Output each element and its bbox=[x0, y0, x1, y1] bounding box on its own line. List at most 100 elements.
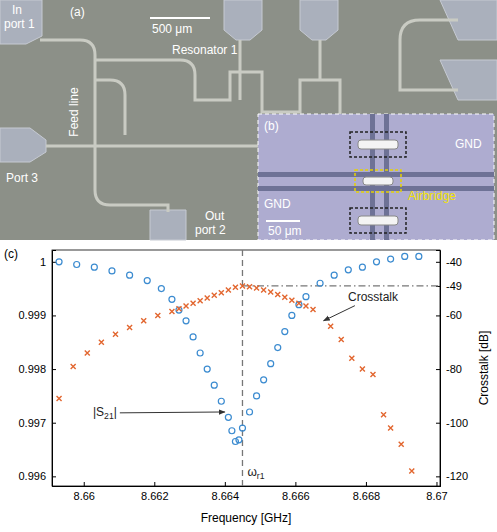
airbridge bbox=[363, 177, 393, 185]
data-point bbox=[218, 398, 224, 404]
inset-background bbox=[258, 114, 494, 240]
scale-bar bbox=[266, 220, 300, 222]
data-point bbox=[240, 283, 245, 288]
panel-label: (b) bbox=[264, 119, 279, 133]
y-axis: 0.996 0.997 0.998 0.999 1 bbox=[18, 251, 56, 487]
port-label: port 2 bbox=[195, 223, 226, 237]
tick: 0.997 bbox=[18, 417, 56, 429]
tick: 8.666 bbox=[282, 482, 310, 502]
data-point bbox=[409, 468, 414, 473]
data-point bbox=[74, 261, 80, 267]
data-point bbox=[296, 302, 302, 308]
micrograph-background bbox=[0, 0, 497, 240]
data-point bbox=[233, 285, 238, 290]
data-point bbox=[254, 393, 260, 399]
port-label: port 1 bbox=[4, 17, 35, 31]
data-point bbox=[226, 287, 231, 292]
plot-frame bbox=[52, 250, 440, 486]
tick: 8.66 bbox=[74, 482, 95, 502]
data-point bbox=[416, 253, 422, 259]
data-point bbox=[141, 318, 146, 323]
cpw-line bbox=[240, 20, 458, 100]
tick: -40 bbox=[436, 256, 462, 268]
data-point bbox=[331, 272, 337, 278]
data-point bbox=[296, 301, 301, 306]
data-point bbox=[381, 412, 386, 417]
data-point bbox=[289, 298, 294, 303]
series bbox=[57, 283, 415, 473]
tick-mark bbox=[52, 315, 56, 316]
inset: (b)GNDGNDAirbridge50 μm bbox=[258, 114, 494, 240]
tick: 0.996 bbox=[18, 470, 56, 482]
tick: 0.999 bbox=[18, 309, 56, 321]
tick-mark bbox=[52, 262, 56, 263]
data-point bbox=[328, 324, 333, 329]
data-point bbox=[239, 425, 245, 431]
tick-mark bbox=[52, 423, 56, 424]
data-point bbox=[204, 366, 210, 372]
data-point bbox=[219, 290, 224, 295]
data-point bbox=[211, 382, 217, 388]
highlight-box bbox=[350, 132, 406, 157]
x-axis-line bbox=[53, 482, 441, 487]
data-point bbox=[359, 264, 365, 270]
tick: 0.998 bbox=[18, 363, 56, 375]
scale-bar-label: 500 μm bbox=[152, 22, 192, 36]
port-label: Out bbox=[205, 209, 225, 223]
tick-label: 8.666 bbox=[282, 490, 310, 502]
tick-label: -40 bbox=[446, 256, 462, 268]
data-point bbox=[236, 437, 242, 443]
tick-label: 8.662 bbox=[141, 490, 169, 502]
cpw-gap bbox=[258, 186, 494, 191]
resonance-label: ωr1 bbox=[247, 465, 264, 481]
data-point bbox=[345, 267, 351, 273]
data-point bbox=[205, 296, 210, 301]
data-point bbox=[282, 295, 287, 300]
cpw-gap bbox=[258, 172, 494, 177]
bond-pad bbox=[300, 0, 338, 40]
data-point bbox=[169, 296, 175, 302]
data-point bbox=[268, 290, 273, 295]
data-point bbox=[190, 334, 196, 340]
tick: 8.662 bbox=[141, 482, 169, 502]
tick: -49 bbox=[436, 280, 462, 292]
chart: 8.668.6628.6648.6668.6688.670.9960.9970.… bbox=[4, 247, 491, 525]
scale-bar-label: 50 μm bbox=[268, 224, 302, 238]
annotation: Crosstalk bbox=[348, 290, 399, 304]
data-point bbox=[289, 312, 295, 318]
airbridge bbox=[358, 140, 398, 149]
data-point bbox=[197, 350, 203, 356]
tick: 8.67 bbox=[426, 482, 447, 502]
panel-label: (c) bbox=[4, 247, 18, 261]
tick-label: 8.668 bbox=[353, 490, 381, 502]
tick-label: 1 bbox=[40, 256, 46, 268]
data-point bbox=[127, 272, 133, 278]
y-axis-line bbox=[53, 251, 57, 487]
highlight-box bbox=[350, 208, 406, 233]
data-point bbox=[144, 278, 150, 284]
y2-axis: -40-49-60-80-100-120 bbox=[436, 251, 468, 487]
x-axis: 8.668.6628.6648.6668.6688.67 bbox=[53, 482, 448, 502]
tick-mark bbox=[436, 369, 440, 370]
data-point bbox=[176, 306, 181, 311]
tick-label: 0.998 bbox=[18, 363, 46, 375]
bond-pad bbox=[440, 60, 497, 100]
airbridge bbox=[358, 216, 398, 225]
port-label: In bbox=[12, 3, 22, 17]
data-point bbox=[198, 298, 203, 303]
series bbox=[56, 253, 422, 444]
tick-mark bbox=[84, 482, 85, 486]
data-point bbox=[127, 325, 132, 330]
resonator-label: Resonator 1 bbox=[172, 43, 238, 57]
data-point bbox=[370, 372, 375, 377]
data-point bbox=[311, 307, 316, 312]
bond-pad bbox=[0, 128, 46, 162]
data-point bbox=[176, 307, 182, 313]
tick-mark bbox=[154, 482, 155, 486]
data-point bbox=[109, 268, 115, 274]
tick: -120 bbox=[436, 470, 468, 482]
data-point bbox=[212, 293, 217, 298]
data-point bbox=[158, 286, 164, 292]
port-label: Port 3 bbox=[6, 171, 38, 185]
tick-mark bbox=[436, 482, 437, 486]
